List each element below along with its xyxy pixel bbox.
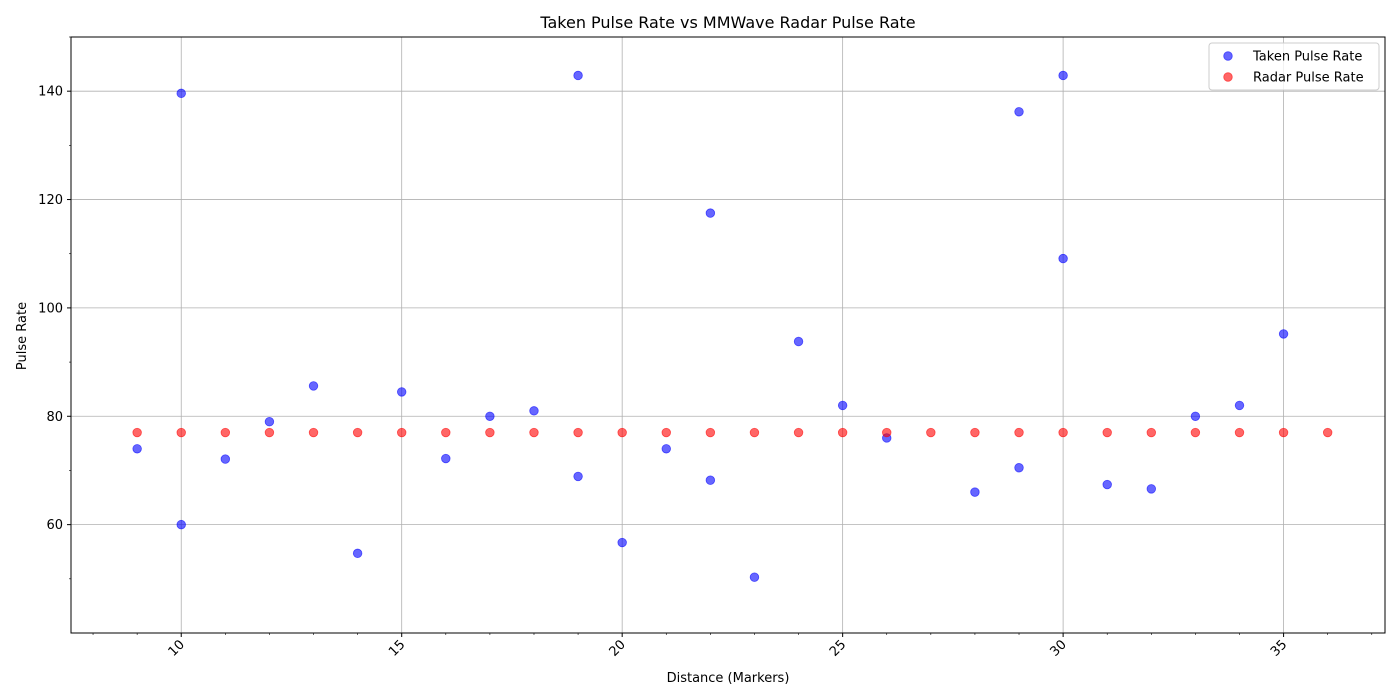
data-point bbox=[1278, 427, 1289, 438]
data-point bbox=[573, 70, 583, 81]
data-point bbox=[573, 471, 583, 482]
data-point bbox=[749, 572, 760, 582]
data-point bbox=[529, 427, 539, 438]
data-point bbox=[176, 427, 186, 438]
y-axis-title: Pulse Rate bbox=[15, 302, 30, 370]
data-point bbox=[1234, 427, 1245, 438]
data-point bbox=[308, 381, 319, 391]
data-point bbox=[441, 453, 451, 464]
data-point bbox=[176, 519, 186, 530]
y-tick-label: 120 bbox=[38, 193, 63, 208]
data-point bbox=[485, 411, 495, 421]
data-point bbox=[705, 208, 716, 218]
data-point bbox=[132, 427, 142, 438]
data-point bbox=[573, 427, 583, 438]
data-point bbox=[352, 548, 363, 559]
data-point bbox=[1234, 400, 1245, 411]
legend-marker bbox=[1223, 72, 1233, 82]
data-point bbox=[926, 427, 936, 438]
y-tick-label: 100 bbox=[38, 301, 63, 316]
data-point bbox=[1058, 70, 1068, 81]
legend-box bbox=[1208, 42, 1380, 91]
data-point bbox=[397, 427, 407, 438]
x-axis-title: Distance (Markers) bbox=[667, 671, 790, 686]
data-point bbox=[661, 444, 671, 454]
data-point bbox=[264, 416, 275, 427]
data-point bbox=[705, 475, 716, 485]
data-point bbox=[617, 537, 627, 548]
data-point bbox=[1190, 427, 1201, 438]
data-points bbox=[132, 70, 1333, 582]
data-point bbox=[308, 427, 319, 438]
data-point bbox=[529, 406, 539, 416]
series-taken bbox=[132, 70, 1289, 582]
data-point bbox=[837, 427, 848, 438]
data-point bbox=[397, 387, 407, 397]
data-point bbox=[132, 444, 142, 454]
data-point bbox=[793, 336, 804, 347]
data-point bbox=[970, 487, 980, 497]
data-point bbox=[1146, 484, 1157, 494]
data-point bbox=[837, 400, 848, 411]
data-point bbox=[264, 427, 275, 438]
data-point bbox=[441, 427, 451, 438]
data-point bbox=[1014, 427, 1024, 438]
y-tick-label: 60 bbox=[46, 518, 63, 533]
data-point bbox=[617, 427, 627, 438]
y-tick-label: 140 bbox=[38, 85, 63, 100]
data-point bbox=[485, 427, 495, 438]
data-point bbox=[220, 454, 231, 464]
data-point bbox=[1058, 427, 1068, 438]
legend-label: Radar Pulse Rate bbox=[1253, 71, 1364, 86]
legend-label: Taken Pulse Rate bbox=[1252, 50, 1362, 65]
data-point bbox=[749, 427, 760, 438]
data-point bbox=[1014, 107, 1024, 117]
y-tick-label: 80 bbox=[46, 410, 63, 425]
data-point bbox=[1278, 329, 1289, 339]
plot-frame bbox=[70, 36, 1386, 634]
data-point bbox=[882, 427, 892, 438]
data-point bbox=[220, 427, 231, 438]
data-point bbox=[793, 427, 804, 438]
chart-title: Taken Pulse Rate vs MMWave Radar Pulse R… bbox=[539, 13, 915, 32]
data-point bbox=[176, 88, 186, 99]
data-point bbox=[705, 427, 716, 438]
data-point bbox=[1014, 463, 1024, 473]
data-point bbox=[970, 427, 980, 438]
data-point bbox=[1058, 253, 1068, 264]
legend-marker bbox=[1223, 51, 1233, 61]
data-point bbox=[661, 427, 671, 438]
data-point bbox=[1102, 479, 1112, 490]
data-point bbox=[352, 427, 363, 438]
legend: Taken Pulse Rate Radar Pulse Rate bbox=[1208, 42, 1380, 91]
data-point bbox=[1102, 427, 1112, 438]
data-point bbox=[1322, 427, 1333, 438]
series-radar bbox=[132, 427, 1333, 438]
data-point bbox=[1190, 411, 1201, 421]
data-point bbox=[1146, 427, 1157, 438]
